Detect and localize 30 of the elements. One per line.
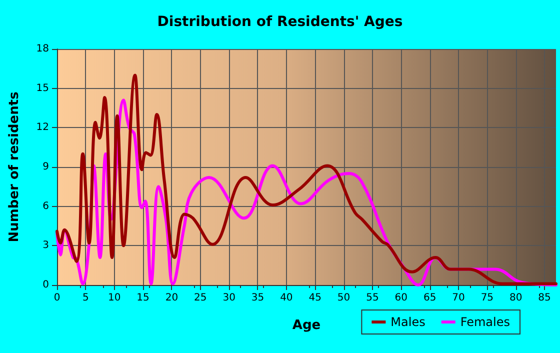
legend-label: Females (460, 315, 510, 329)
x-tick-label: 70 (452, 292, 465, 304)
x-tick-label: 80 (509, 292, 522, 304)
y-tick-label: 6 (42, 200, 49, 212)
y-tick-label: 0 (42, 280, 49, 290)
x-tick-label: 0 (54, 292, 60, 304)
x-tick-label: 15 (136, 292, 150, 304)
x-tick-label: 55 (366, 292, 379, 304)
x-tick-label: 5 (82, 292, 89, 304)
y-axis-title: Number of residents (7, 91, 22, 242)
x-tick-label: 45 (308, 292, 322, 304)
x-tick-label: 20 (165, 292, 178, 304)
x-tick-label: 10 (108, 292, 121, 304)
x-tick-label: 40 (280, 292, 293, 304)
x-tick-label: 25 (194, 292, 207, 304)
chart-title: Distribution of Residents' Ages (157, 14, 403, 30)
x-tick-label: 75 (480, 292, 494, 304)
x-axis-title: Age (292, 318, 321, 333)
x-tick-label: 85 (538, 292, 551, 304)
y-tick-label: 9 (42, 162, 49, 172)
y-tick-label: 3 (42, 240, 49, 252)
legend-label: Males (390, 315, 426, 329)
x-tick-label: 65 (423, 292, 436, 304)
x-tick-label: 35 (251, 292, 264, 304)
x-tick-label: 60 (394, 292, 408, 304)
y-tick-label: 15 (36, 82, 49, 94)
y-tick-label: 12 (36, 122, 49, 134)
x-tick-label: 30 (222, 292, 236, 304)
y-tick-label: 18 (36, 44, 49, 54)
x-tick-label: 50 (337, 292, 350, 304)
